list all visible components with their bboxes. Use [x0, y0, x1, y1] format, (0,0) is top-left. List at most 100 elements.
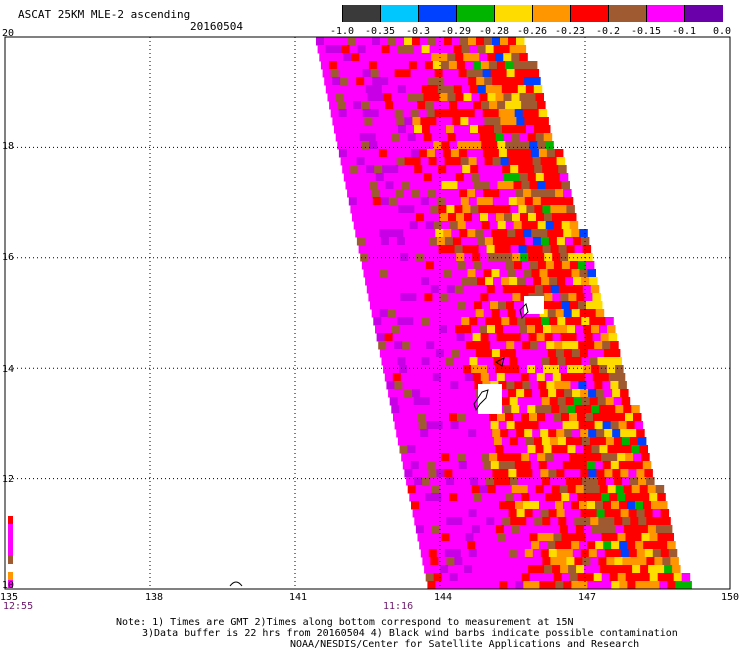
swath-pixel	[460, 429, 469, 438]
swath-pixel	[516, 429, 525, 438]
swath-pixel	[519, 325, 528, 334]
swath-pixel	[541, 437, 551, 446]
swath-pixel	[351, 133, 361, 142]
swath-pixel	[405, 85, 415, 94]
swath-pixel	[446, 517, 455, 526]
legend-swatch	[684, 5, 723, 22]
swath-pixel	[642, 461, 652, 470]
swath-pixel	[439, 445, 448, 454]
swath-pixel	[596, 549, 606, 558]
swath-pixel	[454, 477, 463, 486]
swath-pixel	[508, 197, 518, 206]
swath-pixel	[416, 373, 426, 382]
swath-pixel	[423, 53, 432, 62]
swath-pixel	[454, 285, 464, 294]
swath-pixel	[407, 93, 416, 102]
swath-pixel	[583, 525, 593, 534]
swath-pixel	[537, 413, 546, 422]
swath-pixel	[577, 533, 586, 542]
swath-pixel	[615, 445, 624, 454]
swath-pixel	[448, 333, 458, 342]
swath-pixel	[354, 109, 364, 118]
swath-pixel	[681, 573, 691, 582]
swath-pixel	[532, 197, 542, 206]
swath-pixel	[457, 261, 467, 270]
swath-pixel	[437, 45, 447, 54]
swath-pixel	[503, 525, 513, 534]
swath-pixel	[447, 485, 457, 494]
swath-pixel	[373, 85, 383, 94]
swath-pixel	[537, 573, 547, 582]
swath-pixel	[478, 125, 487, 134]
swath-pixel	[455, 133, 465, 142]
swath-pixel	[510, 165, 519, 174]
swath-pixel	[412, 117, 421, 126]
swath-pixel	[459, 309, 469, 318]
swath-pixel	[463, 133, 473, 142]
swath-pixel	[409, 181, 418, 190]
swath-pixel	[601, 413, 610, 422]
swath-pixel	[478, 205, 487, 214]
swath-pixel	[384, 293, 393, 302]
swath-pixel	[383, 365, 392, 374]
swath-pixel	[535, 93, 544, 102]
swath-pixel	[495, 325, 504, 334]
swath-pixel	[406, 165, 415, 174]
swath-pixel	[427, 541, 436, 550]
swath-pixel	[499, 349, 509, 358]
swath-pixel	[617, 413, 626, 422]
swath-pixel	[508, 509, 518, 518]
swath-pixel	[485, 85, 495, 94]
swath-pixel	[400, 61, 410, 70]
swath-pixel	[667, 541, 676, 550]
swath-pixel	[462, 205, 471, 214]
swath-pixel	[491, 581, 500, 590]
swath-pixel	[480, 373, 490, 382]
swath-pixel	[581, 437, 591, 446]
swath-pixel	[623, 405, 632, 414]
swath-pixel	[641, 573, 651, 582]
swath-pixel	[409, 141, 418, 150]
swath-pixel	[500, 37, 509, 46]
swath-pixel	[459, 349, 469, 358]
swath-pixel	[532, 549, 542, 558]
swath-pixel	[561, 221, 571, 230]
swath-pixel	[353, 181, 362, 190]
swath-pixel	[451, 541, 460, 550]
swath-pixel	[563, 349, 573, 358]
swath-pixel	[473, 221, 483, 230]
swath-pixel	[567, 485, 577, 494]
swath-pixel	[420, 77, 429, 86]
swath-pixel	[539, 581, 548, 590]
swath-pixel	[608, 333, 618, 342]
swath-pixel	[521, 141, 530, 150]
swath-pixel	[403, 309, 413, 318]
swath-pixel	[362, 69, 372, 78]
swath-pixel	[619, 581, 628, 590]
swath-pixel	[529, 493, 538, 502]
swath-pixel	[428, 429, 437, 438]
legend-swatch	[532, 5, 571, 22]
swath-pixel	[412, 429, 421, 438]
swath-pixel	[468, 389, 477, 398]
swath-pixel	[599, 445, 608, 454]
swath-pixel	[629, 437, 639, 446]
swath-pixel	[471, 93, 480, 102]
swath-pixel	[644, 469, 653, 478]
swath-pixel	[399, 93, 408, 102]
swath-pixel	[479, 325, 488, 334]
swath-pixel	[436, 157, 446, 166]
swath-pixel	[514, 461, 524, 470]
swath-pixel	[467, 309, 477, 318]
swath-pixel	[356, 37, 365, 46]
swath-pixel	[636, 469, 645, 478]
swath-pixel	[543, 525, 553, 534]
swath-pixel	[435, 541, 444, 550]
swath-pixel	[348, 157, 358, 166]
swath-pixel	[356, 117, 365, 126]
swath-pixel	[340, 117, 349, 126]
swath-pixel	[548, 237, 558, 246]
swath-pixel	[483, 501, 492, 510]
swath-pixel	[406, 285, 416, 294]
swath-pixel	[460, 157, 470, 166]
